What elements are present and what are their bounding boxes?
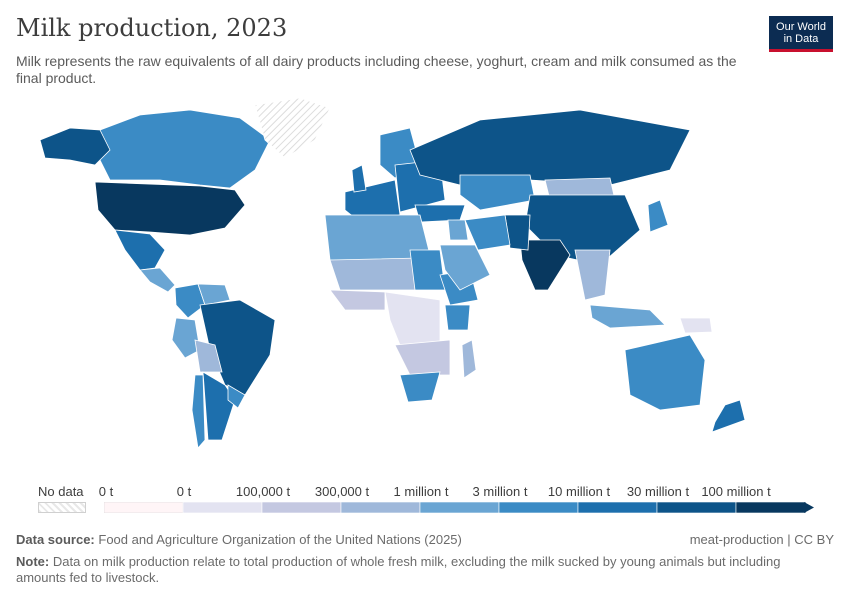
legend-swatch-4	[419, 502, 500, 513]
region-chile[interactable]	[191, 374, 206, 449]
legend-label-6: 10 million t	[547, 484, 611, 499]
region-new-zealand[interactable]	[711, 399, 746, 433]
region-west-africa[interactable]	[329, 289, 386, 311]
legend-label-4: 1 million t	[393, 484, 449, 499]
legend-swatch-6	[577, 502, 658, 513]
region-south-africa[interactable]	[399, 371, 441, 403]
region-southern-africa[interactable]	[394, 339, 451, 376]
legend-swatch-8	[735, 502, 807, 513]
chart-note: Note: Data on milk production relate to …	[16, 554, 796, 586]
region-russia[interactable]	[409, 109, 691, 186]
region-uk[interactable]	[351, 164, 367, 193]
world-map[interactable]	[0, 98, 850, 473]
region-greenland[interactable]	[254, 98, 331, 159]
legend-label-2: 100,000 t	[235, 484, 291, 499]
region-madagascar[interactable]	[461, 339, 477, 379]
region-arabian-peninsula[interactable]	[439, 244, 491, 291]
region-turkey[interactable]	[414, 204, 466, 223]
region-united-states[interactable]	[94, 181, 246, 236]
legend-label-3: 300,000 t	[314, 484, 370, 499]
region-peru[interactable]	[171, 317, 201, 359]
region-bolivia[interactable]	[194, 339, 223, 373]
note-text: Data on milk production relate to total …	[16, 554, 781, 585]
legend-swatch-7	[656, 502, 737, 513]
legend-swatch-1	[182, 502, 263, 513]
license-link[interactable]: meat-production | CC BY	[689, 532, 834, 547]
color-legend: No data 0 t 0 t 100,000 t 300,000 t 1 millio…	[0, 480, 850, 520]
logo-line-1: Our World	[776, 20, 826, 33]
region-australia[interactable]	[624, 334, 706, 411]
note-label: Note:	[16, 554, 50, 569]
legend-no-data-label: No data	[38, 484, 84, 499]
legend-label-8: 100 million t	[701, 484, 771, 499]
legend-color-bar	[104, 502, 814, 513]
legend-swatch-5	[498, 502, 579, 513]
region-colombia[interactable]	[174, 283, 206, 319]
region-mexico[interactable]	[114, 229, 166, 271]
legend-no-data-swatch	[38, 502, 86, 513]
chart-subtitle: Milk represents the raw equivalents of a…	[16, 53, 737, 86]
legend-swatch-3	[340, 502, 421, 513]
legend-label-7: 30 million t	[626, 484, 690, 499]
region-sudan[interactable]	[409, 249, 446, 291]
legend-label-1: 0 t	[176, 484, 192, 499]
legend-swatch-2	[261, 502, 342, 513]
region-kenya[interactable]	[444, 304, 471, 331]
legend-label-0: 0 t	[98, 484, 114, 499]
owid-logo[interactable]: Our World in Data	[769, 16, 833, 52]
logo-line-2: in Data	[783, 32, 819, 45]
data-source: Data source: Food and Agriculture Organi…	[16, 532, 462, 547]
region-iraq[interactable]	[447, 219, 469, 241]
legend-arrow	[804, 502, 814, 513]
region-central-africa[interactable]	[384, 291, 441, 346]
region-papua-new-guinea[interactable]	[679, 317, 713, 334]
region-india[interactable]	[519, 239, 571, 291]
region-venezuela[interactable]	[197, 283, 231, 306]
chart-title: Milk production, 2023	[16, 14, 288, 42]
region-southeast-asia[interactable]	[574, 249, 611, 301]
region-indonesia[interactable]	[589, 304, 666, 329]
region-argentina[interactable]	[202, 371, 236, 441]
region-canada[interactable]	[99, 109, 271, 189]
region-japan[interactable]	[647, 199, 669, 233]
region-alaska[interactable]	[39, 127, 111, 166]
region-uruguay[interactable]	[227, 384, 246, 409]
data-source-label: Data source:	[16, 532, 95, 547]
region-central-america[interactable]	[139, 267, 176, 293]
region-iran[interactable]	[464, 214, 511, 251]
region-kazakhstan[interactable]	[459, 174, 536, 211]
region-sahel[interactable]	[329, 257, 421, 291]
country-regions[interactable]	[39, 98, 746, 449]
legend-swatch-0	[104, 502, 184, 513]
data-source-text: Food and Agriculture Organization of the…	[98, 532, 462, 547]
legend-label-5: 3 million t	[472, 484, 528, 499]
